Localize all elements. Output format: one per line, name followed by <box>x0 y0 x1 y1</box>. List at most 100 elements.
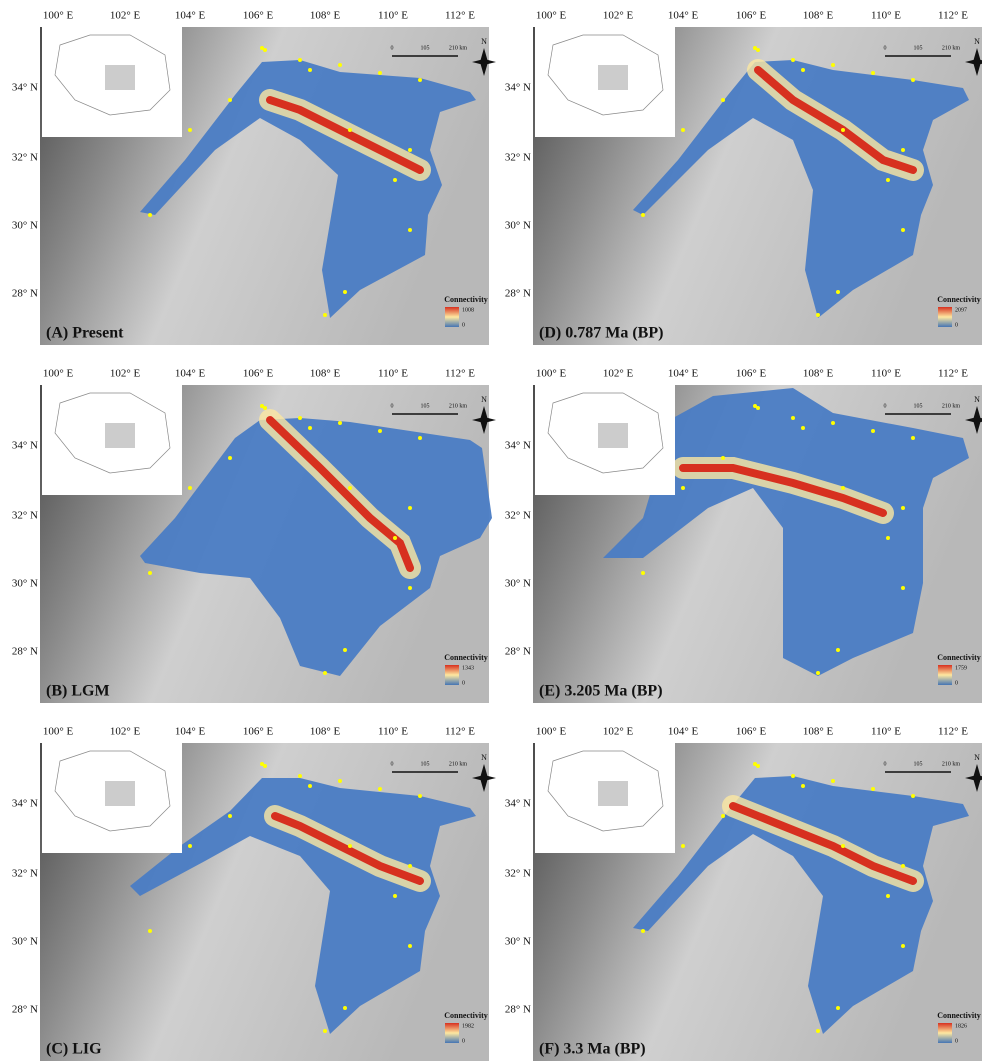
inset-region <box>598 423 628 448</box>
sample-site <box>901 506 905 510</box>
scale-label: 210 km <box>942 45 961 51</box>
x-tick-label: 108° E <box>803 10 834 22</box>
panel-label: (A) Present <box>46 325 124 342</box>
sample-site <box>816 1029 820 1033</box>
north-label: N <box>974 37 980 46</box>
sample-site <box>188 844 192 848</box>
legend-title: Connectivity <box>444 295 488 304</box>
y-tick-label: 34° N <box>505 440 531 452</box>
y-tick-label: 28° N <box>12 288 38 300</box>
sample-site <box>721 456 725 460</box>
sample-site <box>756 406 760 410</box>
sample-site <box>871 429 875 433</box>
north-label: N <box>974 753 980 762</box>
sample-site <box>801 784 805 788</box>
x-tick-label: 104° E <box>175 10 206 22</box>
x-tick-label: 106° E <box>736 10 767 22</box>
sample-site <box>418 78 422 82</box>
sample-site <box>323 671 327 675</box>
sample-site <box>378 787 382 791</box>
legend-min: 0 <box>462 322 465 328</box>
sample-site <box>323 313 327 317</box>
sample-site <box>791 416 795 420</box>
sample-site <box>721 814 725 818</box>
sample-site <box>911 436 915 440</box>
legend-max: 1759 <box>955 665 967 671</box>
sample-site <box>378 429 382 433</box>
x-tick-label: 112° E <box>445 726 475 738</box>
x-tick-label: 104° E <box>668 368 699 380</box>
x-tick-label: 110° E <box>871 10 901 22</box>
north-label: N <box>974 395 980 404</box>
sample-site <box>418 794 422 798</box>
x-tick-label: 100° E <box>43 726 74 738</box>
y-tick-label: 34° N <box>12 798 38 810</box>
y-tick-label: 28° N <box>505 288 531 300</box>
x-tick-label: 108° E <box>310 10 341 22</box>
sample-site <box>836 648 840 652</box>
legend-max: 1826 <box>955 1023 967 1029</box>
north-label: N <box>481 37 487 46</box>
sample-site <box>408 228 412 232</box>
y-tick-label: 34° N <box>505 82 531 94</box>
map-panel: 100° E102° E104° E106° E108° E110° E112°… <box>505 10 982 345</box>
y-tick-label: 30° N <box>12 220 38 232</box>
legend-max: 2097 <box>955 307 967 313</box>
x-tick-label: 108° E <box>310 726 341 738</box>
sample-site <box>263 406 267 410</box>
legend-ramp <box>445 307 459 327</box>
sample-site <box>831 63 835 67</box>
legend-title: Connectivity <box>937 653 981 662</box>
sample-site <box>338 63 342 67</box>
sample-site <box>756 48 760 52</box>
x-tick-label: 104° E <box>175 726 206 738</box>
y-tick-label: 34° N <box>12 82 38 94</box>
y-tick-label: 28° N <box>505 646 531 658</box>
x-tick-label: 100° E <box>536 726 567 738</box>
sample-site <box>841 486 845 490</box>
legend-ramp <box>938 1023 952 1043</box>
sample-site <box>801 68 805 72</box>
legend-max: 1982 <box>462 1023 474 1029</box>
sample-site <box>228 456 232 460</box>
sample-site <box>343 648 347 652</box>
sample-site <box>901 586 905 590</box>
sample-site <box>911 78 915 82</box>
y-tick-label: 32° N <box>12 868 38 880</box>
y-tick-label: 30° N <box>505 578 531 590</box>
x-tick-label: 106° E <box>243 10 274 22</box>
sample-site <box>338 779 342 783</box>
inset-region <box>105 65 135 90</box>
sample-site <box>348 486 352 490</box>
y-tick-label: 28° N <box>505 1004 531 1016</box>
legend-title: Connectivity <box>937 295 981 304</box>
x-tick-label: 102° E <box>110 726 141 738</box>
sample-site <box>393 178 397 182</box>
x-tick-label: 106° E <box>243 368 274 380</box>
sample-site <box>263 764 267 768</box>
sample-site <box>901 228 905 232</box>
sample-site <box>378 71 382 75</box>
legend-title: Connectivity <box>444 1011 488 1020</box>
sample-site <box>228 98 232 102</box>
sample-site <box>343 1006 347 1010</box>
y-tick-label: 30° N <box>12 936 38 948</box>
x-tick-label: 104° E <box>668 10 699 22</box>
scale-label: 210 km <box>942 761 961 767</box>
scale-label: 0 <box>391 403 394 409</box>
legend-min: 0 <box>955 322 958 328</box>
y-tick-label: 30° N <box>12 578 38 590</box>
scale-label: 210 km <box>449 45 468 51</box>
x-tick-label: 110° E <box>378 10 408 22</box>
sample-site <box>641 213 645 217</box>
y-tick-label: 30° N <box>505 936 531 948</box>
sample-site <box>148 929 152 933</box>
sample-site <box>901 864 905 868</box>
x-tick-label: 110° E <box>378 726 408 738</box>
y-tick-label: 32° N <box>505 510 531 522</box>
x-tick-label: 104° E <box>668 726 699 738</box>
sample-site <box>901 944 905 948</box>
x-tick-label: 112° E <box>938 726 968 738</box>
